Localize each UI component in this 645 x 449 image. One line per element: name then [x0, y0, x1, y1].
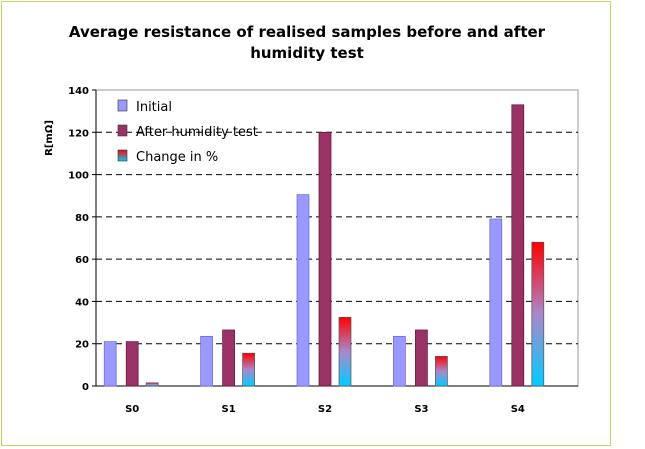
bar-after-humidity: [512, 105, 524, 386]
bar-initial: [104, 342, 116, 386]
legend-swatch: [118, 100, 127, 111]
bar-change: [435, 356, 447, 386]
bar-initial: [297, 195, 309, 386]
bar-after-humidity: [126, 342, 138, 386]
bar-after-humidity: [223, 330, 235, 386]
x-tick-label: S2: [318, 404, 332, 415]
bar-change: [339, 317, 351, 386]
legend-label: Initial: [136, 100, 172, 115]
y-tick-label: 20: [75, 340, 89, 351]
bar-initial: [490, 219, 502, 386]
y-tick-label: 40: [75, 297, 89, 308]
bar-after-humidity: [415, 330, 427, 386]
legend-label: After humidity test: [136, 125, 258, 140]
y-axis-label: R[mΩ]: [44, 120, 55, 156]
y-tick-label: 100: [68, 171, 89, 182]
y-tick-label: 60: [75, 255, 89, 266]
legend-swatch: [118, 150, 127, 161]
x-tick-label: S4: [511, 404, 525, 415]
x-tick-label: S3: [414, 404, 428, 415]
bar-after-humidity: [319, 132, 331, 386]
y-tick-label: 120: [68, 128, 89, 139]
legend-swatch: [118, 125, 127, 136]
bar-change: [146, 383, 158, 386]
bar-change: [532, 242, 544, 386]
x-tick-label: S1: [222, 404, 236, 415]
legend-label: Change in %: [136, 150, 218, 165]
y-tick-label: 0: [82, 382, 89, 393]
bar-initial: [393, 336, 405, 386]
bar-change: [243, 353, 255, 386]
x-tick-label: S0: [125, 404, 139, 415]
y-tick-label: 140: [68, 86, 89, 97]
bar-initial: [201, 336, 213, 386]
y-tick-label: 80: [75, 213, 89, 224]
